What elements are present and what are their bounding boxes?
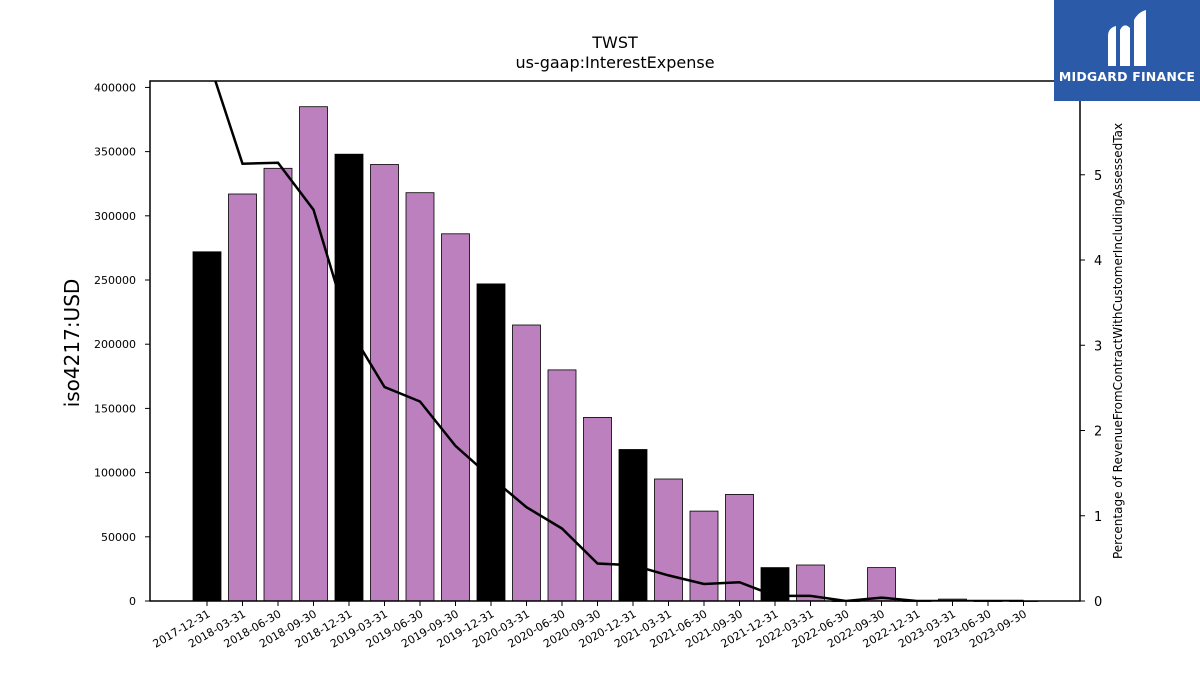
y2-tick-label: 5 (1094, 169, 1102, 184)
plot-frame (149, 80, 1081, 602)
chart-subtitle: us-gaap:InterestExpense (515, 53, 714, 72)
bar-2018-06-30 (263, 167, 293, 602)
y-tick-label: 0 (129, 595, 136, 608)
y-tick-label: 400000 (94, 81, 136, 94)
y-tick-label: 50000 (101, 531, 136, 544)
chart-title: TWST (591, 33, 638, 52)
y2-tick-label: 2 (1094, 425, 1102, 440)
bar-2020-12-31 (618, 449, 648, 602)
bar-2018-09-30 (299, 106, 328, 602)
y-axis-label-right: Percentage of RevenueFromContractWithCus… (1111, 123, 1125, 559)
bars-group (192, 106, 1038, 602)
bar-2021-06-30 (689, 510, 719, 602)
bar-2018-03-31 (228, 193, 257, 602)
y-tick-label: 250000 (94, 274, 136, 287)
bar-2021-03-31 (654, 478, 683, 602)
y-tick-label: 100000 (94, 467, 136, 480)
y-tick-label: 300000 (94, 210, 136, 223)
y2-tick-label: 1 (1094, 510, 1102, 525)
logo-text: MIDGARD FINANCE (1058, 69, 1196, 84)
bar-2017-12-31 (192, 251, 222, 602)
line-group (214, 81, 1024, 601)
bar-2019-09-30 (441, 233, 470, 602)
ratio-line (214, 81, 1024, 601)
y-axis-label-left: iso4217:USD (60, 279, 84, 408)
bar-2020-03-31 (512, 324, 541, 602)
y2-tick-label: 3 (1094, 339, 1102, 354)
bar-2019-12-31 (476, 283, 506, 602)
bar-2020-06-30 (547, 369, 577, 602)
bar-2020-09-30 (583, 416, 612, 602)
bar-2018-12-31 (334, 153, 364, 602)
y-tick-label: 350000 (94, 146, 136, 159)
y-tick-label: 150000 (94, 402, 136, 415)
y2-tick-label: 4 (1094, 254, 1102, 269)
y2-tick-label: 0 (1094, 595, 1102, 610)
logo-mark-icon (1108, 10, 1146, 66)
bar-2022-09-30 (867, 567, 896, 602)
midgard-finance-logo: MIDGARD FINANCE (1054, 0, 1200, 101)
bar-2019-03-31 (370, 164, 399, 602)
y-tick-label: 200000 (94, 338, 136, 351)
